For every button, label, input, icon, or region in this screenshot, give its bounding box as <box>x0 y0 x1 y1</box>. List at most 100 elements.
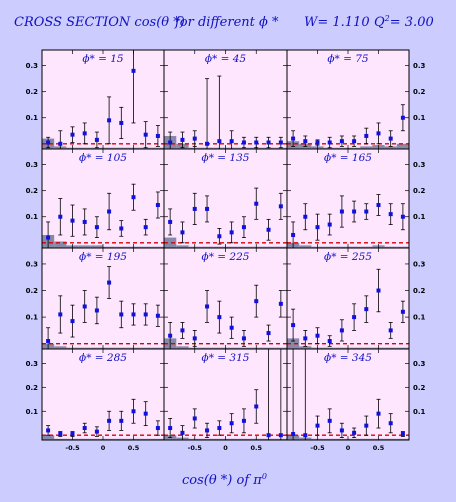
data-point <box>229 325 234 330</box>
systematic-bar <box>176 346 189 349</box>
panel: 0.1 0.2 0.3 -0.5 0 0.5 ϕ* = 285 <box>26 348 165 452</box>
y-tick-label: 0.1 <box>26 213 39 221</box>
data-point <box>192 416 197 421</box>
panel-background <box>164 349 287 440</box>
systematic-bar <box>384 146 397 149</box>
y-tick-label: 0.1 <box>26 314 39 322</box>
data-point <box>291 136 296 141</box>
systematic-bar <box>213 246 226 248</box>
panel-label: ϕ* = 165 <box>324 152 372 164</box>
systematic-bar <box>225 347 238 349</box>
data-point <box>303 433 308 438</box>
panel-background <box>42 149 164 248</box>
data-point <box>376 288 381 293</box>
y-tick-label: 0.1 <box>26 114 39 122</box>
data-point <box>46 235 51 240</box>
data-point <box>352 139 357 144</box>
systematic-bar <box>78 245 91 248</box>
panel-label: ϕ* = 285 <box>79 352 127 364</box>
panel: 0.1 0.2 0.3 ϕ* = 105 <box>26 148 165 249</box>
data-point <box>327 222 332 227</box>
data-point <box>278 204 283 209</box>
data-point <box>82 426 87 431</box>
data-point <box>291 232 296 237</box>
data-point <box>303 214 308 219</box>
panel: 0.1 0.2 0.3 ϕ* = 255 <box>286 247 426 350</box>
panel: 0.1 0.2 0.3 ϕ* = 15 <box>26 49 165 150</box>
data-point <box>143 225 148 230</box>
data-point <box>143 312 148 317</box>
data-point <box>400 432 405 437</box>
data-point <box>278 140 283 145</box>
data-point <box>278 301 283 306</box>
systematic-bar <box>396 347 409 349</box>
data-point <box>94 137 99 142</box>
data-point <box>315 225 320 230</box>
chart-title-q2-label: Q <box>374 15 385 30</box>
systematic-bar <box>54 438 67 440</box>
data-point <box>58 141 63 146</box>
systematic-bar <box>115 438 128 440</box>
data-point <box>327 418 332 423</box>
y-tick-label: 0.3 <box>413 360 426 368</box>
systematic-bar <box>90 147 103 149</box>
data-point <box>119 120 124 125</box>
data-point <box>241 140 246 145</box>
systematic-bar <box>103 438 116 440</box>
y-tick-label: 0.1 <box>413 314 426 322</box>
data-point <box>180 137 185 142</box>
data-point <box>352 209 357 214</box>
systematic-bar <box>274 246 287 248</box>
data-point <box>315 423 320 428</box>
systematic-bar <box>151 246 164 248</box>
systematic-bar <box>262 246 275 248</box>
x-tick-label: 0.5 <box>128 444 140 452</box>
data-point <box>82 304 87 309</box>
x-axis-label-main: cos(θ *) of π <box>182 473 262 488</box>
data-point <box>131 68 136 73</box>
systematic-bar <box>396 143 409 149</box>
y-tick-label: 0.2 <box>26 384 39 392</box>
data-point <box>70 132 75 137</box>
chart-title-w: W= 1.110 <box>304 15 370 30</box>
y-tick-label: 0.2 <box>413 187 426 195</box>
panel-label: ϕ* = 225 <box>202 251 250 263</box>
data-point <box>143 411 148 416</box>
data-point <box>352 430 357 435</box>
data-point <box>376 203 381 208</box>
data-point <box>376 131 381 136</box>
data-point <box>107 118 112 123</box>
data-point <box>143 132 148 137</box>
systematic-bar <box>115 347 128 349</box>
data-point <box>339 428 344 433</box>
y-tick-label: 0.1 <box>413 114 426 122</box>
data-point <box>229 230 234 235</box>
panel-background <box>164 248 287 349</box>
systematic-bar <box>384 347 397 349</box>
data-point <box>119 312 124 317</box>
systematic-bar <box>90 438 103 440</box>
data-point <box>315 333 320 338</box>
systematic-bar <box>396 246 409 248</box>
systematic-bar <box>323 147 336 149</box>
systematic-bar <box>360 146 373 149</box>
y-tick-label: 0.3 <box>413 260 426 268</box>
systematic-bar <box>237 246 251 248</box>
systematic-bar <box>151 438 164 440</box>
systematic-bar <box>262 147 275 149</box>
y-tick-label: 0.3 <box>413 62 426 70</box>
systematic-bar <box>323 438 336 440</box>
data-point <box>94 308 99 313</box>
systematic-bar <box>139 347 152 349</box>
panel-label: ϕ* = 75 <box>327 53 369 65</box>
systematic-bar <box>90 347 103 349</box>
data-point <box>131 312 136 317</box>
data-point <box>107 280 112 285</box>
y-tick-label: 0.3 <box>26 161 39 169</box>
data-point <box>364 307 369 312</box>
systematic-bar <box>225 246 238 248</box>
data-point <box>400 115 405 120</box>
data-point <box>217 426 222 431</box>
data-point <box>70 218 75 223</box>
